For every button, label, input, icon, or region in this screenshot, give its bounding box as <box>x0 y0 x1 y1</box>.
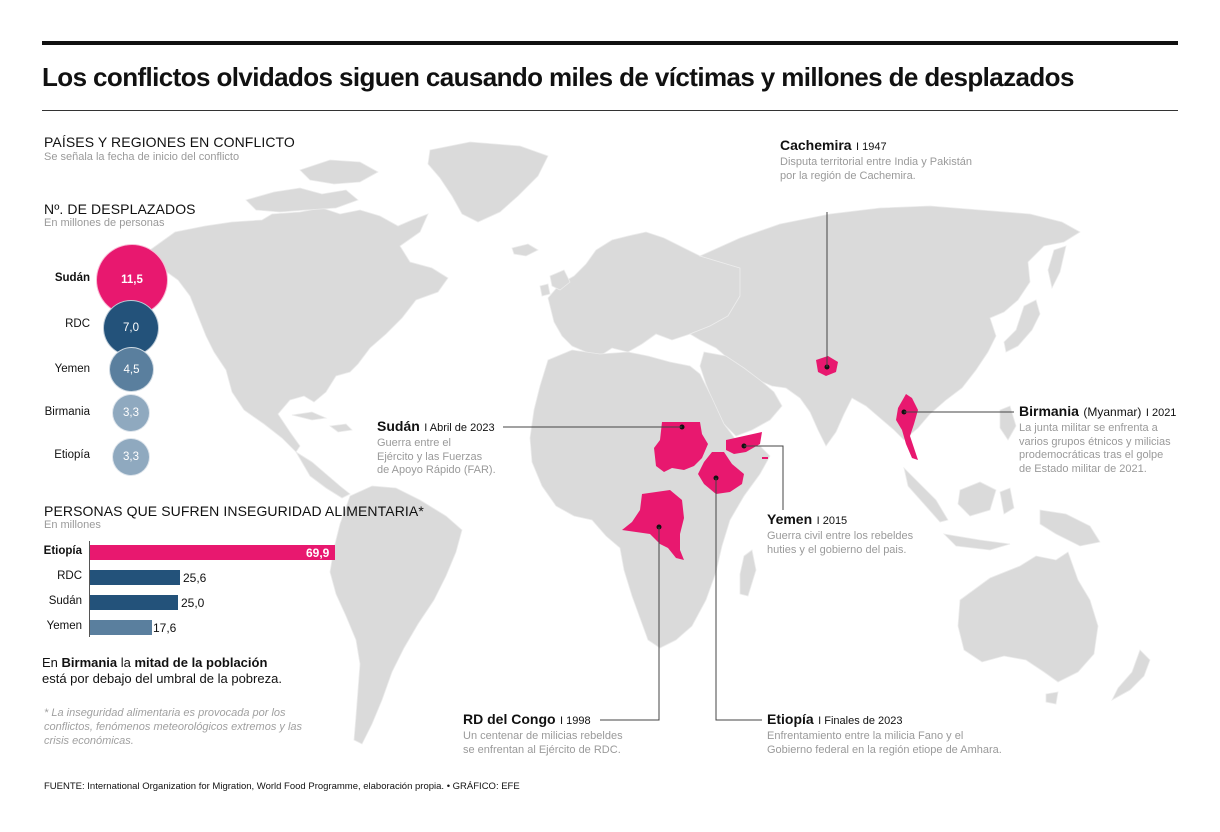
poverty-note: En Birmania la mitad de la población est… <box>42 655 282 686</box>
footnote: * La inseguridad alimentaria es provocad… <box>44 707 303 747</box>
bar-value-etiopia: 69,9 <box>306 546 330 560</box>
bubble-label-sudan: Sudán <box>54 272 90 284</box>
sudan-region <box>654 422 708 472</box>
north-america <box>149 207 449 453</box>
bar-label-etiopia: Etiopía <box>43 545 82 557</box>
bar-sudan <box>90 595 178 610</box>
page-title: Los conflictos olvidados siguen causando… <box>42 62 1074 92</box>
bar-label-sudan: Sudán <box>48 595 82 607</box>
bubble-etiopia: 3,3 <box>112 438 150 476</box>
annotation-cachemira: Cachemira I 1947 Disputa territorial ent… <box>780 137 972 182</box>
annotation-sudan: Sudán I Abril de 2023 Guerra entre el Ej… <box>377 418 496 476</box>
annotation-congo: RD del Congo I 1998 Un centenar de milic… <box>463 711 623 756</box>
bar-rdc <box>90 570 180 585</box>
food-subheading: En millones <box>44 519 101 531</box>
myanmar-region <box>896 394 918 460</box>
bubble-sudan: 11,5 <box>96 244 168 316</box>
bar-value-sudan: 25,0 <box>181 596 205 610</box>
displaced-heading: Nº. DE DESPLAZADOS <box>44 201 196 217</box>
south-america <box>329 485 463 745</box>
yemen-region <box>726 432 762 454</box>
bubble-label-rdc: RDC <box>65 318 90 330</box>
bubble-label-etiopia: Etiopía <box>54 449 90 461</box>
socotra <box>762 457 768 459</box>
regions-subheading: Se señala la fecha de inicio del conflic… <box>44 151 240 163</box>
leader-etiopia <box>715 478 762 721</box>
ethiopia-region <box>698 452 744 494</box>
drc-region <box>622 490 684 560</box>
food-heading: PERSONAS QUE SUFREN INSEGURIDAD ALIMENTA… <box>44 503 424 519</box>
bar-label-rdc: RDC <box>57 570 82 582</box>
top-rule <box>42 41 1178 45</box>
bubble-yemen: 4,5 <box>109 347 154 392</box>
bar-value-yemen: 17,6 <box>153 621 177 635</box>
bar-axis <box>89 541 90 637</box>
bubble-rdc: 7,0 <box>103 300 159 356</box>
australia <box>957 551 1099 683</box>
leader-yemen <box>744 445 784 510</box>
bubble-label-birmania: Birmania <box>44 406 90 418</box>
bar-value-rdc: 25,6 <box>183 571 207 585</box>
arabia <box>699 351 783 437</box>
bubble-birmania: 3,3 <box>112 394 150 432</box>
greenland <box>427 141 549 223</box>
annotation-etiopia: Etiopía I Finales de 2023 Enfrentamiento… <box>767 711 1002 756</box>
source-credit: FUENTE: International Organization for M… <box>44 781 520 792</box>
bar-etiopia <box>90 545 335 560</box>
displaced-subheading: En millones de personas <box>44 217 165 229</box>
regions-heading: PAÍSES Y REGIONES EN CONFLICTO <box>44 134 295 150</box>
world-map <box>149 141 1151 745</box>
bubble-label-yemen: Yemen <box>54 363 90 375</box>
bar-yemen <box>90 620 152 635</box>
annotation-birmania: Birmania (Myanmar) I 2021 La junta milit… <box>1019 403 1177 475</box>
leader-congo <box>600 527 660 721</box>
bar-label-yemen: Yemen <box>46 620 82 632</box>
title-divider <box>42 110 1178 111</box>
annotation-yemen: Yemen I 2015 Guerra civil entre los rebe… <box>767 511 914 556</box>
